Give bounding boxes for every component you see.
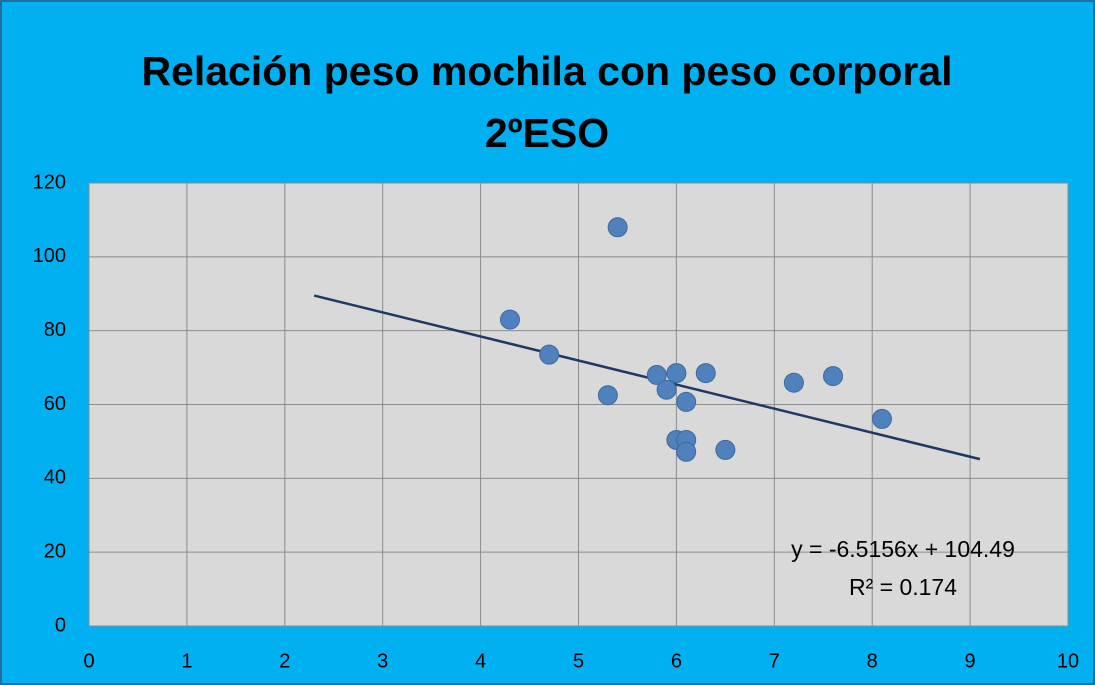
x-tick-label: 4 bbox=[475, 650, 486, 672]
y-tick-label: 40 bbox=[44, 467, 66, 489]
trendline-equation: R² = 0.174 bbox=[849, 574, 957, 600]
y-tick-label: 60 bbox=[44, 393, 66, 415]
trendline-equation: y = -6.5156x + 104.49 bbox=[791, 536, 1015, 562]
scatter-point bbox=[656, 379, 677, 400]
x-tick-label: 2 bbox=[279, 650, 290, 672]
x-tick-label: 1 bbox=[181, 650, 192, 672]
scatter-point bbox=[823, 366, 844, 387]
scatter-point bbox=[695, 363, 716, 384]
trendline bbox=[313, 294, 981, 461]
y-tick-label: 120 bbox=[33, 171, 66, 193]
scatter-point bbox=[499, 309, 520, 330]
x-tick-label: 10 bbox=[1057, 650, 1079, 672]
x-tick-label: 0 bbox=[83, 650, 94, 672]
x-tick-label: 7 bbox=[769, 650, 780, 672]
scatter-point bbox=[676, 391, 697, 412]
scatter-point bbox=[539, 344, 560, 365]
scatter-point bbox=[715, 439, 736, 460]
y-tick-label: 0 bbox=[55, 614, 66, 636]
scatter-point bbox=[871, 408, 892, 429]
chart-title: Relación peso mochila con peso corporal … bbox=[141, 48, 953, 156]
scatter-point bbox=[666, 363, 687, 384]
scatter-point bbox=[607, 217, 628, 238]
scatter-point bbox=[676, 441, 697, 462]
x-tick-label: 8 bbox=[867, 650, 878, 672]
y-tick-label: 100 bbox=[33, 245, 66, 267]
x-tick-label: 3 bbox=[377, 650, 388, 672]
scatter-point bbox=[783, 372, 804, 393]
y-tick-label: 20 bbox=[44, 540, 66, 562]
x-tick-label: 5 bbox=[573, 650, 584, 672]
x-tick-label: 6 bbox=[671, 650, 682, 672]
scatter-point bbox=[646, 364, 667, 385]
scatter-point bbox=[597, 385, 618, 406]
x-tick-label: 9 bbox=[965, 650, 976, 672]
y-tick-label: 80 bbox=[44, 319, 66, 341]
